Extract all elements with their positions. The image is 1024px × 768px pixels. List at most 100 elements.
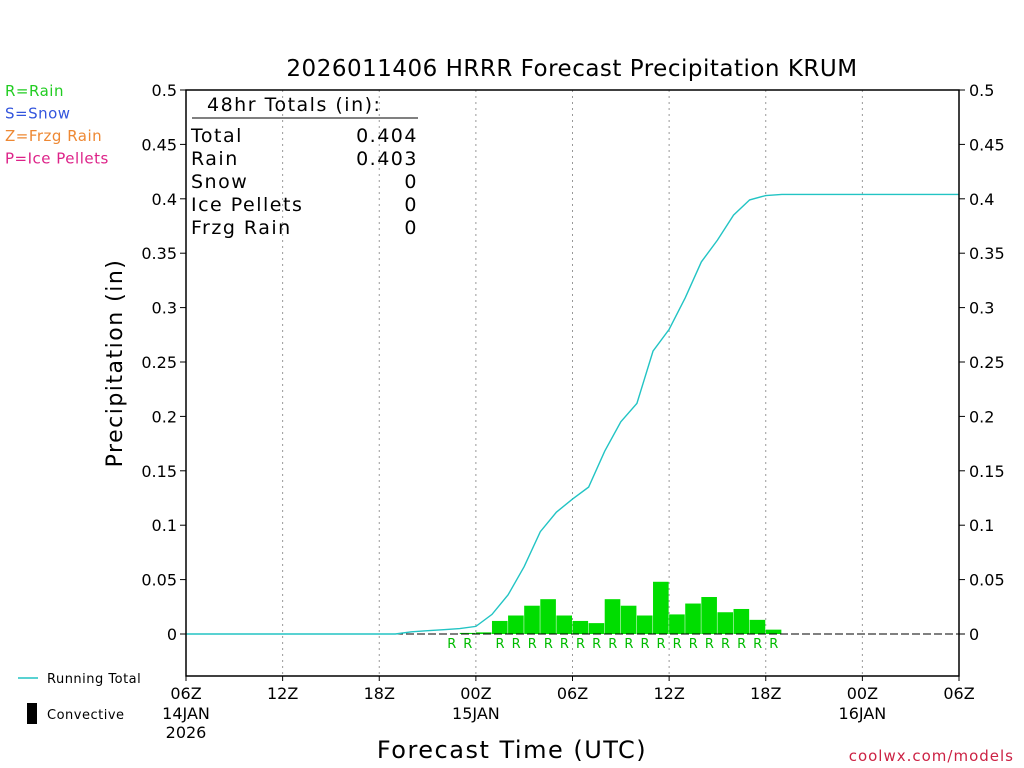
x-tick-label: 06Z: [943, 684, 974, 703]
precip-bar: [540, 599, 556, 634]
y-tick-label: 0.45: [141, 135, 177, 154]
x-tick-label: 12Z: [267, 684, 298, 703]
ptype-marker: R: [528, 637, 537, 652]
ptype-marker: R: [544, 637, 553, 652]
totals-row-value: 0: [404, 217, 418, 239]
y-tick-label: 0.15: [141, 462, 177, 481]
running-total-line: [186, 193, 959, 635]
y-tick-label: 0.35: [969, 244, 1005, 263]
ptype-legend: R=Rain S=Snow Z=Frzg Rain P=Ice Pellets: [5, 82, 109, 168]
y-tick-label: 0.25: [141, 353, 177, 372]
x-tick-label: 18Z: [750, 684, 781, 703]
y-tick-label: 0: [167, 625, 177, 644]
x-axis-label: Forecast Time (UTC): [377, 736, 647, 764]
precip-bar: [475, 632, 492, 634]
x-tick-label: 12Z: [653, 684, 684, 703]
ptype-marker: R: [624, 637, 633, 652]
precip-bar: [604, 599, 621, 634]
y-tick-label: 0.45: [969, 135, 1005, 154]
totals-row-label: Frzg Rain: [191, 217, 292, 239]
precip-bar: [685, 603, 701, 634]
y-tick-label: 0.5: [969, 81, 994, 100]
legend-bar-swatch: [27, 703, 37, 724]
x-tick-label: 00Z: [847, 684, 878, 703]
ptype-marker: R: [689, 637, 698, 652]
precip-bar: [765, 629, 782, 634]
x-tick-label: 00Z: [460, 684, 491, 703]
totals-row-label: Rain: [191, 148, 239, 170]
x-tick-label: 06Z: [557, 684, 588, 703]
ptype-marker: R: [496, 637, 505, 652]
y-tick-label: 0.35: [141, 244, 177, 263]
y-tick-label: 0: [969, 625, 979, 644]
y-tick-label: 0.4: [969, 190, 994, 209]
precip-bar: [749, 619, 766, 634]
totals-rows: Total 0.404 Rain 0.403 Snow 0 Ice Pellets 0 Frzg…: [190, 125, 418, 239]
ptype-marker: R: [657, 637, 666, 652]
precip-bar: [588, 623, 605, 634]
y-tick-label: 0.2: [152, 407, 177, 426]
y-tick-label: 0.3: [152, 299, 177, 318]
precip-bar: [491, 620, 508, 634]
precip-bar: [636, 615, 653, 634]
precip-bar: [556, 615, 572, 634]
legend-label: Convective: [47, 708, 125, 723]
precip-bar: [524, 605, 540, 634]
precip-bar: [459, 632, 476, 634]
ptype-legend-item: P=Ice Pellets: [5, 150, 109, 168]
precip-bar: [508, 615, 524, 634]
precip-bar: [717, 612, 734, 634]
totals-row-value: 0: [404, 194, 418, 216]
ptype-marker: R: [512, 637, 521, 652]
precip-bar: [620, 605, 637, 634]
y-tick-label: 0.05: [969, 571, 1005, 590]
y-tick-label: 0.5: [152, 81, 177, 100]
x-tick-label: 06Z: [170, 684, 201, 703]
y-tick-label: 0.05: [141, 571, 177, 590]
ptype-marker: R: [592, 637, 601, 652]
chart-title: 2026011406 HRRR Forecast Precipitation K…: [286, 56, 857, 82]
precip-bar: [572, 620, 589, 634]
y-tick-label: 0.3: [969, 299, 994, 318]
ptype-legend-item: S=Snow: [5, 105, 71, 123]
ptype-marker: R: [753, 637, 762, 652]
ptype-marker: R: [737, 637, 746, 652]
totals-row-label: Total: [190, 125, 243, 147]
precip-bar: [733, 608, 750, 634]
ptype-marker: R: [463, 637, 472, 652]
totals-row-value: 0.404: [356, 125, 418, 147]
totals-heading: 48hr Totals (in):: [207, 94, 381, 116]
ptype-marker: R: [560, 637, 569, 652]
totals-box: 48hr Totals (in): Total 0.404 Rain 0.403 Sno…: [190, 94, 418, 239]
y-tick-label: 0.15: [969, 462, 1005, 481]
y-axis-right: 0 0.05 0.1 0.15 0.2 0.25 0.3 0.35 0.4 0.45 0.5: [959, 81, 1005, 644]
credit-text: coolwx.com/models: [849, 747, 1014, 765]
precip-bar: [669, 614, 685, 634]
y-tick-label: 0.1: [969, 516, 994, 535]
x-tick-sublabel: 16JAN: [839, 704, 887, 723]
ptype-marker: R: [705, 637, 714, 652]
ptype-marker: R: [640, 637, 649, 652]
y-axis-left: 0 0.05 0.1 0.15 0.2 0.25 0.3 0.35 0.4 0.45 0.5: [141, 81, 186, 644]
ptype-marker: R: [576, 637, 585, 652]
series-legend: Running Total Convective: [18, 672, 141, 724]
ptype-marker: R: [721, 637, 730, 652]
x-tick-label: 18Z: [364, 684, 395, 703]
y-axis-label: Precipitation (in): [103, 259, 128, 468]
precip-bar: [701, 597, 717, 634]
x-tick-sublabel: 2026: [166, 723, 207, 742]
totals-row-label: Snow: [191, 171, 248, 193]
precip-bar: [653, 581, 669, 634]
totals-row-value: 0.403: [356, 148, 418, 170]
x-tick-sublabel: 14JAN: [162, 704, 210, 723]
ptype-marker: R: [769, 637, 778, 652]
grid-lines: [282, 90, 863, 676]
y-tick-label: 0.4: [152, 190, 177, 209]
hourly-precip-bars: [459, 581, 782, 634]
y-tick-label: 0.2: [969, 407, 994, 426]
y-tick-label: 0.1: [152, 516, 177, 535]
